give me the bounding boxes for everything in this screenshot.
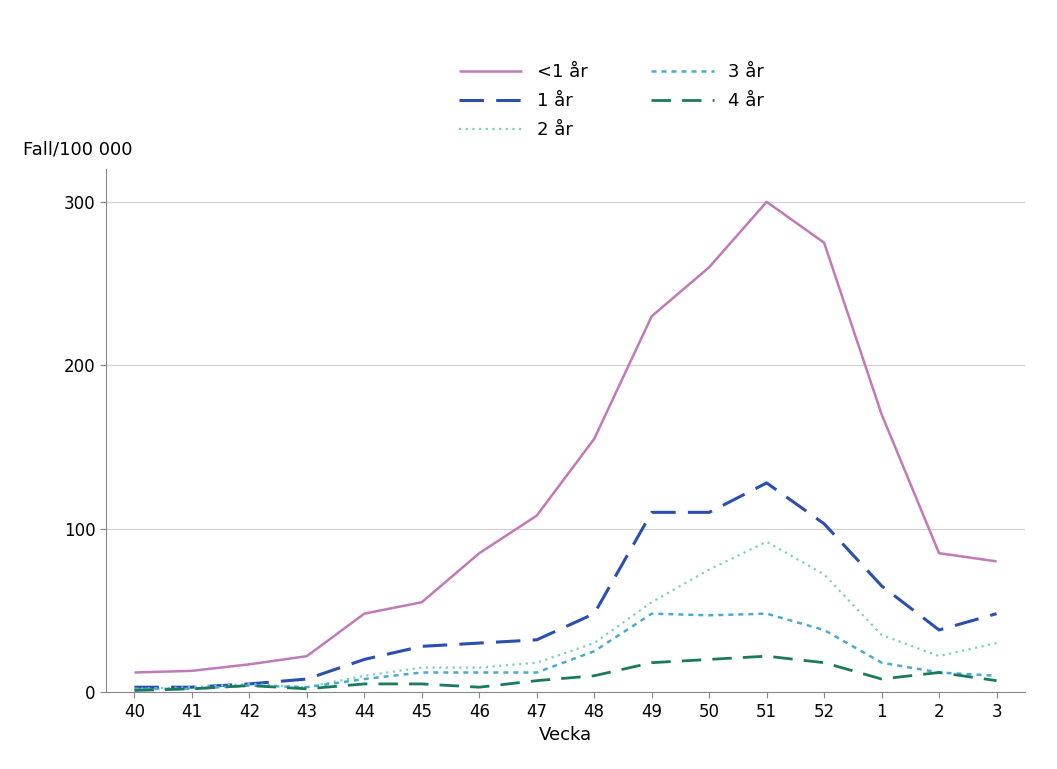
4 år — [875, 674, 888, 684]
1 år — [588, 609, 600, 618]
4 år — [932, 667, 945, 677]
4 år — [990, 676, 1003, 685]
3 år — [760, 609, 773, 618]
2 år — [760, 537, 773, 546]
<1 år — [646, 311, 659, 321]
1 år — [531, 635, 543, 644]
Line: <1 år: <1 år — [134, 201, 997, 672]
1 år — [128, 683, 141, 692]
1 år — [186, 683, 199, 692]
2 år — [703, 565, 716, 574]
<1 år — [531, 511, 543, 520]
Legend: <1 år, 1 år, 2 år, 3 år, 4 år: <1 år, 1 år, 2 år, 3 år, 4 år — [459, 63, 764, 139]
3 år — [415, 667, 428, 677]
3 år — [990, 671, 1003, 681]
<1 år — [818, 238, 831, 248]
2 år — [531, 658, 543, 667]
2 år — [243, 679, 256, 688]
3 år — [358, 674, 371, 684]
2 år — [990, 638, 1003, 647]
<1 år — [243, 660, 256, 669]
1 år — [932, 625, 945, 634]
4 år — [588, 671, 600, 681]
1 år — [415, 641, 428, 651]
4 år — [531, 676, 543, 685]
1 år — [646, 508, 659, 517]
4 år — [760, 651, 773, 661]
1 år — [703, 508, 716, 517]
<1 år — [703, 262, 716, 271]
2 år — [472, 663, 485, 672]
1 år — [760, 478, 773, 488]
<1 år — [186, 666, 199, 675]
3 år — [472, 667, 485, 677]
3 år — [186, 684, 199, 694]
2 år — [415, 663, 428, 672]
Line: 4 år: 4 år — [134, 656, 997, 691]
2 år — [818, 570, 831, 579]
<1 år — [990, 557, 1003, 566]
X-axis label: Vecka: Vecka — [539, 726, 592, 744]
Text: Fall/100 000: Fall/100 000 — [23, 141, 132, 158]
2 år — [128, 684, 141, 694]
4 år — [818, 658, 831, 667]
3 år — [243, 681, 256, 691]
4 år — [358, 679, 371, 688]
3 år — [703, 611, 716, 620]
3 år — [875, 658, 888, 667]
2 år — [300, 683, 313, 692]
Line: 1 år: 1 år — [134, 483, 997, 687]
<1 år — [588, 434, 600, 444]
Line: 3 år: 3 år — [134, 614, 997, 689]
3 år — [588, 647, 600, 656]
1 år — [243, 679, 256, 688]
2 år — [588, 638, 600, 647]
<1 år — [932, 548, 945, 558]
<1 år — [300, 651, 313, 661]
<1 år — [415, 598, 428, 607]
<1 år — [128, 667, 141, 677]
1 år — [818, 519, 831, 528]
3 år — [300, 683, 313, 692]
4 år — [128, 686, 141, 695]
3 år — [932, 667, 945, 677]
<1 år — [760, 197, 773, 206]
4 år — [703, 655, 716, 664]
4 år — [186, 684, 199, 694]
4 år — [300, 684, 313, 694]
1 år — [990, 609, 1003, 618]
1 år — [300, 674, 313, 684]
4 år — [646, 658, 659, 667]
Line: 2 år: 2 år — [134, 541, 997, 689]
<1 år — [472, 548, 485, 558]
2 år — [358, 671, 371, 681]
2 år — [646, 598, 659, 607]
4 år — [415, 679, 428, 688]
3 år — [531, 667, 543, 677]
1 år — [358, 655, 371, 664]
4 år — [472, 683, 485, 692]
2 år — [875, 631, 888, 640]
<1 år — [875, 410, 888, 419]
3 år — [818, 625, 831, 634]
3 år — [646, 609, 659, 618]
1 år — [472, 638, 485, 647]
4 år — [243, 681, 256, 691]
<1 år — [358, 609, 371, 618]
2 år — [186, 683, 199, 692]
3 år — [128, 684, 141, 694]
2 år — [932, 651, 945, 661]
1 år — [875, 581, 888, 591]
